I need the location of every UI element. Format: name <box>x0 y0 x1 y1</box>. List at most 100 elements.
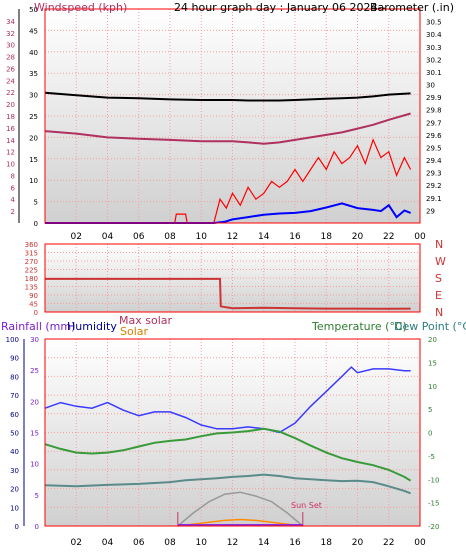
temp-x-tick-label: 14 <box>258 538 270 548</box>
barometer-tick-label: 29.2 <box>426 182 442 190</box>
solar-label: Solar <box>120 325 149 338</box>
direction-panel-frame <box>44 243 421 313</box>
barometer-axis-label: Barometer (.in) <box>370 1 454 14</box>
barometer-tick-label: 30.3 <box>426 44 442 52</box>
barometer-tick-label: 29.7 <box>426 119 442 127</box>
rainfall-tick-label: 5 <box>35 492 39 500</box>
wind-inner-tick-label: 50 <box>29 6 38 14</box>
humidity-tick-label: 70 <box>10 392 19 400</box>
temp-x-tick-label: 20 <box>352 538 364 548</box>
wind-x-tick-label: 02 <box>71 232 82 242</box>
humidity-tick-label: 60 <box>10 411 19 419</box>
direction-tick-label: 360 <box>25 241 38 249</box>
temperature-tick-label: -10 <box>428 476 439 484</box>
temperature-tick-label: -15 <box>428 500 439 508</box>
temp-x-tick-label: 02 <box>71 538 82 548</box>
humidity-tick-label: 40 <box>10 448 19 456</box>
temperature-panel-frame <box>44 338 421 527</box>
windspeed-tick-label: 20 <box>6 101 15 109</box>
direction-tick-label: 45 <box>29 301 38 309</box>
windspeed-tick-label: 30 <box>6 42 15 50</box>
humidity-tick-label: 0 <box>15 523 19 531</box>
windspeed-tick-label: 14 <box>6 137 15 145</box>
barometer-tick-label: 29.3 <box>426 170 442 178</box>
barometer-tick-label: 29.5 <box>426 144 442 152</box>
windspeed-tick-label: 16 <box>6 125 15 133</box>
windspeed-tick-label: 34 <box>6 18 15 26</box>
rainfall-tick-label: 25 <box>30 367 39 375</box>
wind-x-tick-label: 22 <box>383 232 394 242</box>
wind-inner-tick-label: 45 <box>29 27 38 35</box>
temperature-panel: 0102030405060708090100051015202530-20-15… <box>1 314 466 548</box>
temp-x-tick-label: 08 <box>164 538 176 548</box>
solar-curve <box>177 518 303 527</box>
barometer-tick-label: 29.4 <box>426 157 442 165</box>
compass-direction-label: N <box>435 238 443 251</box>
temp-x-tick-label: 06 <box>133 538 145 548</box>
direction-tick-label: 135 <box>25 284 38 292</box>
wind-inner-tick-label: 15 <box>29 156 38 164</box>
humidity-tick-label: 30 <box>10 467 19 475</box>
max-solar-label: Max solar <box>119 314 172 327</box>
barometer-tick-label: 29 <box>426 207 435 215</box>
windspeed-tick-label: 10 <box>6 161 15 169</box>
temperature-panel-grid <box>45 339 421 526</box>
temperature-tick-label: 20 <box>428 336 437 344</box>
humidity-axis-label: Humidity <box>67 320 117 333</box>
wind-x-tick-label: 12 <box>227 232 238 242</box>
windspeed-tick-label: 18 <box>6 113 15 121</box>
windspeed-tick-label: 24 <box>6 77 15 85</box>
barometer-tick-label: 30.2 <box>426 56 442 64</box>
temperature-tick-label: 5 <box>428 406 432 414</box>
windspeed-tick-label: 32 <box>6 30 15 38</box>
wind-x-tick-label: 04 <box>102 232 114 242</box>
windspeed-tick-label: 6 <box>11 184 16 192</box>
humidity-tick-label: 20 <box>10 486 19 494</box>
wind-inner-tick-label: 30 <box>29 92 38 100</box>
temp-x-tick-label: 22 <box>383 538 394 548</box>
compass-direction-label: S <box>435 272 442 285</box>
barometer-tick-label: 29.6 <box>426 132 442 140</box>
temperature-tick-label: 15 <box>428 359 437 367</box>
dewpoint-axis-label: Dew Point (°C) <box>394 320 466 333</box>
direction-panel-series <box>45 277 411 310</box>
direction-tick-label: 0 <box>34 309 38 317</box>
temperature-tick-label: 10 <box>428 383 437 391</box>
rainfall-tick-label: 10 <box>30 461 39 469</box>
temperature-axis-label: Temperature (°C) <box>311 320 407 333</box>
rainfall-tick-label: 0 <box>35 523 39 531</box>
barometer-tick-label: 29.9 <box>426 94 442 102</box>
barometer-tick-label: 30.1 <box>426 69 442 77</box>
wind-inner-tick-label: 10 <box>29 177 38 185</box>
wind-panel-axes: 0510152025303540455024681012141618202224… <box>6 6 442 242</box>
temp-x-tick-label: 10 <box>196 538 208 548</box>
wind-inner-tick-label: 20 <box>29 134 38 142</box>
temperature-panel-series <box>44 366 412 527</box>
graph-title: 24 hour graph day : January 06 2024-- <box>174 1 385 14</box>
max-solar-curve <box>177 491 304 527</box>
windspeed-tick-label: 4 <box>11 196 16 204</box>
windspeed-tick-label: 2 <box>11 208 15 216</box>
barometer-tick-label: 30.5 <box>426 19 442 27</box>
rainfall-tick-label: 20 <box>30 398 39 406</box>
humidity-line <box>44 366 411 434</box>
rainfall-tick-label: 15 <box>30 430 39 438</box>
barometer-tick-label: 29.8 <box>426 107 442 115</box>
wind-average-line <box>45 202 411 224</box>
wind-panel-series <box>44 91 412 224</box>
barometer-line <box>44 112 411 145</box>
wind-x-tick-label: 06 <box>133 232 145 242</box>
wind-x-tick-label: 14 <box>258 232 270 242</box>
windspeed-tick-label: 8 <box>11 172 15 180</box>
direction-tick-label: 270 <box>25 258 38 266</box>
wind-inner-tick-label: 35 <box>29 70 38 78</box>
temp-x-tick-label: 04 <box>102 538 114 548</box>
wind-x-tick-label: 20 <box>352 232 364 242</box>
pressure-trend-line <box>44 91 411 102</box>
compass-direction-label: E <box>435 289 442 302</box>
wind-x-tick-label: 18 <box>321 232 333 242</box>
temperature-line <box>44 427 412 482</box>
